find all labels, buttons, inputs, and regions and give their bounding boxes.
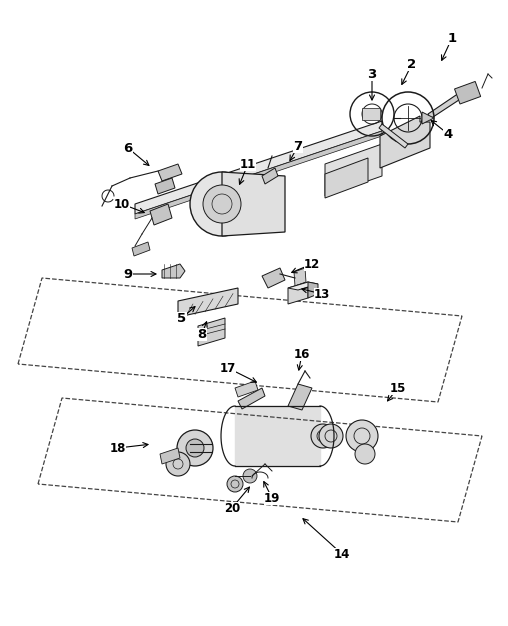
Polygon shape: [325, 158, 368, 198]
Circle shape: [243, 469, 257, 483]
Circle shape: [227, 476, 243, 492]
Bar: [455, 81, 481, 104]
Polygon shape: [222, 172, 285, 236]
Polygon shape: [325, 144, 382, 196]
Polygon shape: [132, 242, 150, 256]
Text: 8: 8: [198, 327, 207, 341]
Polygon shape: [135, 131, 382, 219]
Polygon shape: [160, 448, 180, 464]
Polygon shape: [288, 282, 318, 290]
Polygon shape: [198, 318, 225, 346]
Polygon shape: [288, 282, 308, 304]
Circle shape: [190, 172, 254, 236]
Bar: [362, 108, 380, 120]
Polygon shape: [150, 204, 172, 225]
Polygon shape: [422, 112, 434, 124]
Text: 4: 4: [443, 128, 453, 140]
Text: 19: 19: [264, 491, 280, 505]
Text: 7: 7: [294, 140, 303, 153]
Polygon shape: [238, 388, 265, 409]
Text: 14: 14: [334, 548, 350, 560]
Text: 2: 2: [407, 58, 417, 71]
Text: 13: 13: [314, 287, 330, 300]
Polygon shape: [158, 164, 182, 181]
Text: 15: 15: [390, 381, 406, 394]
Polygon shape: [308, 282, 318, 298]
Polygon shape: [288, 384, 312, 410]
Text: 18: 18: [110, 441, 126, 454]
Circle shape: [177, 430, 213, 466]
Text: 16: 16: [294, 347, 310, 361]
Polygon shape: [380, 116, 430, 168]
Polygon shape: [379, 124, 408, 148]
Circle shape: [319, 424, 343, 448]
Polygon shape: [262, 268, 285, 288]
Polygon shape: [135, 121, 382, 214]
Text: 5: 5: [177, 312, 186, 324]
Circle shape: [346, 420, 378, 452]
Text: 6: 6: [123, 141, 133, 155]
Text: 20: 20: [224, 501, 240, 515]
Circle shape: [166, 452, 190, 476]
Polygon shape: [262, 168, 278, 184]
Circle shape: [203, 185, 241, 223]
Text: 9: 9: [123, 267, 133, 280]
Polygon shape: [162, 264, 185, 278]
Text: 12: 12: [304, 257, 320, 270]
Polygon shape: [155, 178, 175, 194]
Circle shape: [311, 424, 335, 448]
Text: 3: 3: [367, 68, 376, 81]
Polygon shape: [428, 91, 465, 119]
Text: 17: 17: [220, 361, 236, 374]
Polygon shape: [294, 268, 306, 286]
Circle shape: [355, 444, 375, 464]
Text: 11: 11: [240, 158, 256, 170]
Circle shape: [186, 439, 204, 457]
Polygon shape: [178, 288, 238, 317]
Text: 10: 10: [114, 197, 130, 210]
Polygon shape: [235, 381, 258, 397]
Text: 1: 1: [448, 31, 457, 44]
